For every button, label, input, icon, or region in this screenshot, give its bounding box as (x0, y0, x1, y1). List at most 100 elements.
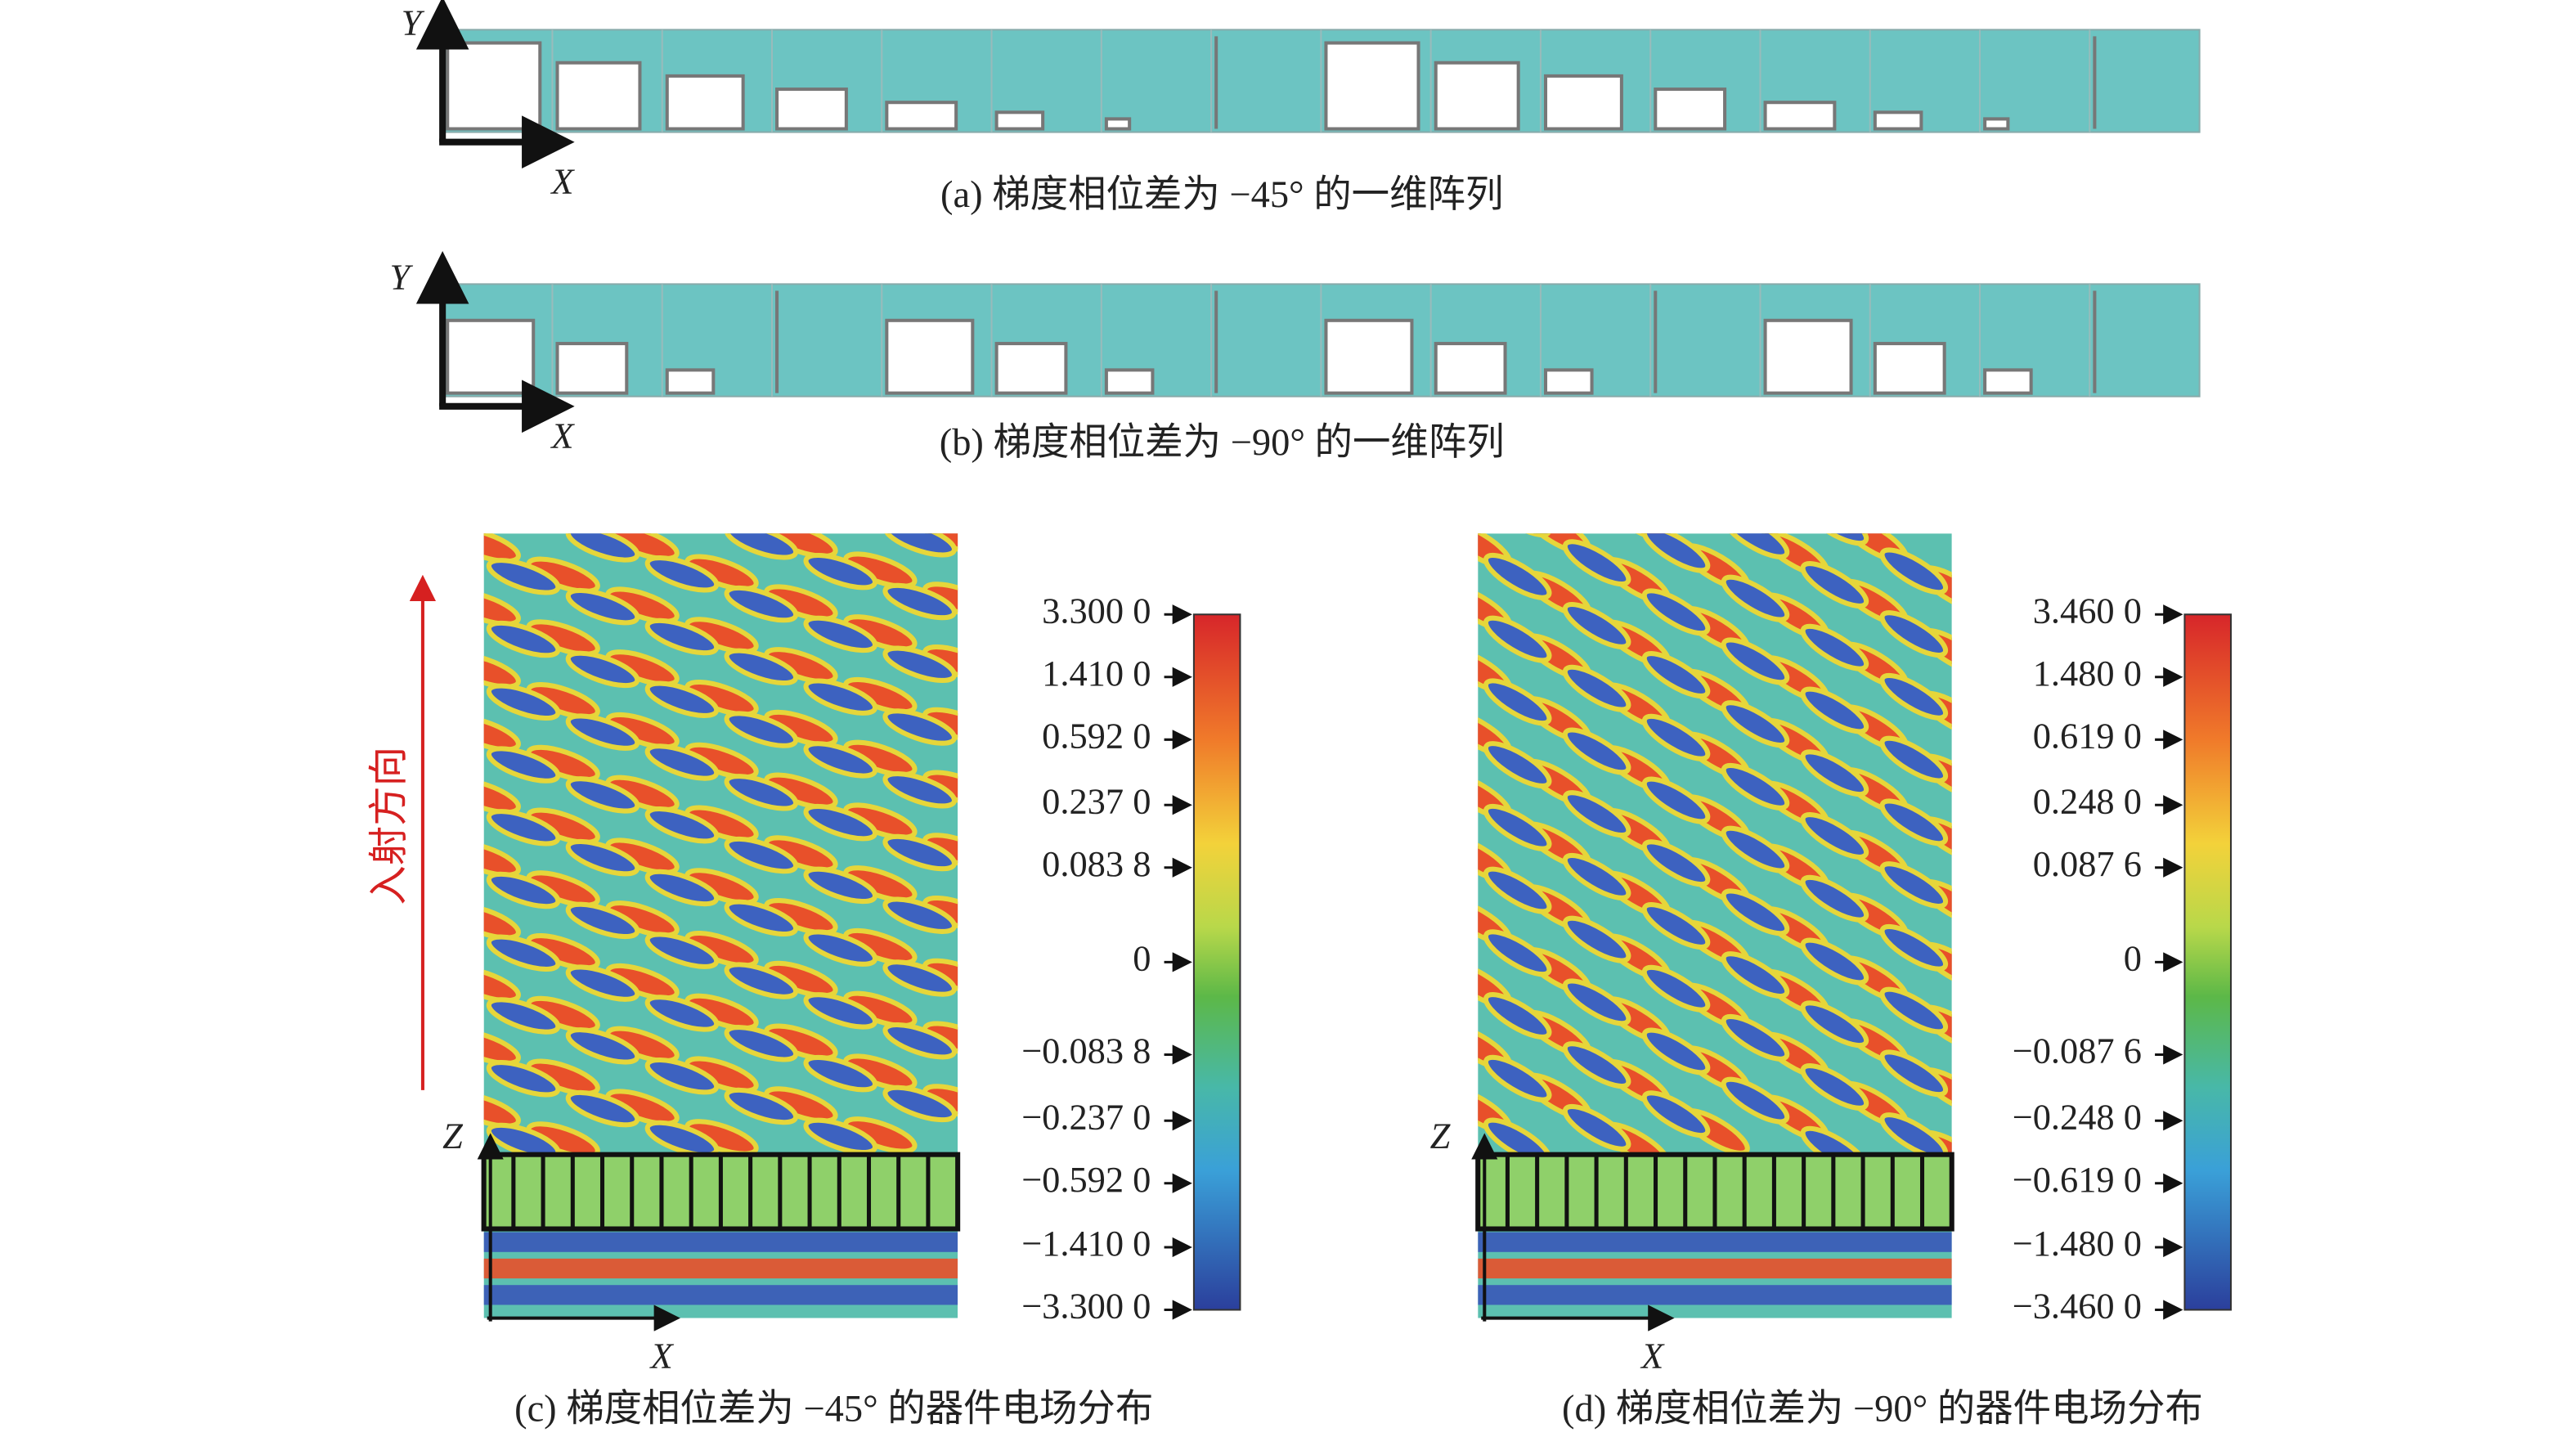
field-lobe (803, 929, 878, 967)
field-lobe (1879, 610, 1949, 658)
field-lobe (961, 546, 1037, 592)
field-lobe (565, 901, 640, 940)
field-lobe (644, 488, 720, 534)
field-lobe (1562, 1103, 1631, 1152)
field-lobe (1562, 539, 1631, 587)
field-lobe (1879, 735, 1949, 784)
field-lobe (644, 806, 720, 844)
field-lobe (565, 1027, 640, 1065)
field-lobe (1800, 561, 1869, 608)
field-lobe (1560, 471, 1634, 528)
field-lobe (486, 683, 561, 721)
field-lobe (1562, 915, 1631, 963)
colorbar-label: 1.410 0 (1042, 653, 1151, 694)
field-lobe (1721, 762, 1790, 811)
field-lobe (1879, 672, 1949, 721)
field-lobe (961, 923, 1037, 968)
field-lobe (724, 711, 799, 748)
field-lobe (1520, 440, 1595, 497)
field-lobe (882, 771, 957, 809)
field-lobe (724, 648, 799, 686)
field-lobe (684, 487, 760, 533)
field-lobe (1562, 790, 1631, 838)
field-lobe (724, 899, 799, 937)
field-lobe (483, 965, 521, 1004)
field-lobe (803, 803, 878, 842)
field-lobe (483, 714, 521, 752)
field-lobe (1483, 803, 1552, 851)
field-lobe (1956, 968, 2031, 1026)
field-lobe (882, 645, 957, 683)
field-lobe (486, 934, 561, 972)
hole (1983, 368, 2033, 395)
field-lobe (1562, 727, 1631, 775)
hole (1104, 117, 1132, 131)
field-lobe (486, 1060, 561, 1098)
hole (1324, 318, 1414, 395)
field-lobe (1679, 413, 1753, 470)
field-lobe (882, 833, 957, 872)
hole (775, 88, 848, 131)
field-lobe (1483, 615, 1552, 663)
field-lobe (882, 1084, 957, 1123)
field-lobe (1483, 552, 1552, 600)
field-lobe (644, 425, 720, 471)
hole (1434, 61, 1520, 131)
field-lobe (1721, 1013, 1790, 1062)
colorbar-label: 0.237 0 (1042, 780, 1151, 821)
field-lobe (1641, 713, 1711, 761)
field-lobe (1641, 839, 1711, 887)
field-lobe (1758, 462, 1833, 519)
field-lobe (803, 678, 878, 716)
field-lobe (1800, 686, 1869, 734)
field-lobe (882, 896, 957, 934)
field-lobe (1483, 1054, 1552, 1102)
field-lobe (644, 555, 720, 593)
field-lobe (1956, 780, 2031, 838)
field-lobe (1679, 476, 1753, 533)
field-lobe (1800, 623, 1869, 671)
field-lobe (1879, 547, 1949, 595)
hole (1543, 74, 1623, 131)
field-lobe (1483, 678, 1552, 726)
hole (446, 41, 542, 131)
field-lobe (1641, 651, 1711, 698)
field-lobe (485, 491, 561, 537)
field-lobe (1879, 1049, 1949, 1098)
field-lobe (882, 708, 957, 746)
hole (555, 342, 629, 395)
field-lobe (724, 774, 799, 811)
field-lobe (684, 424, 760, 470)
field-lobe (1718, 444, 1793, 501)
field-lobe (724, 585, 799, 623)
field-lobe (565, 964, 640, 1002)
colorbar-label: 0.083 8 (1042, 843, 1151, 884)
axis-label: Z (1430, 1116, 1452, 1156)
field-lobe (724, 533, 799, 560)
hole (1104, 368, 1155, 395)
field-lobe (1721, 637, 1790, 685)
field-lobe (644, 932, 720, 969)
field-lobe (1956, 842, 2031, 900)
caption: (a) 梯度相位差为 −45° 的一维阵列 (940, 174, 1503, 216)
field-lobe (1721, 888, 1790, 936)
field-lobe (485, 429, 561, 474)
field-lobe (483, 903, 521, 941)
field-lobe (1956, 591, 2031, 649)
field-lobe (1800, 812, 1869, 860)
field-lobe (802, 423, 878, 469)
colorbar-label: −0.083 8 (1021, 1031, 1151, 1071)
field-lobe (644, 743, 720, 781)
hole (1983, 117, 2010, 131)
axis-label: X (649, 1335, 675, 1376)
band (483, 1232, 958, 1252)
colorbar-label: −3.460 0 (2013, 1286, 2142, 1327)
field-lobe (1721, 825, 1790, 873)
field-lobe (486, 746, 561, 784)
field-lobe (1641, 776, 1711, 824)
field-lobe (961, 671, 1037, 717)
axis-label: Y (402, 2, 425, 43)
field-lobe (961, 860, 1037, 905)
field-lobe (961, 986, 1037, 1031)
field-lobe (723, 393, 799, 439)
